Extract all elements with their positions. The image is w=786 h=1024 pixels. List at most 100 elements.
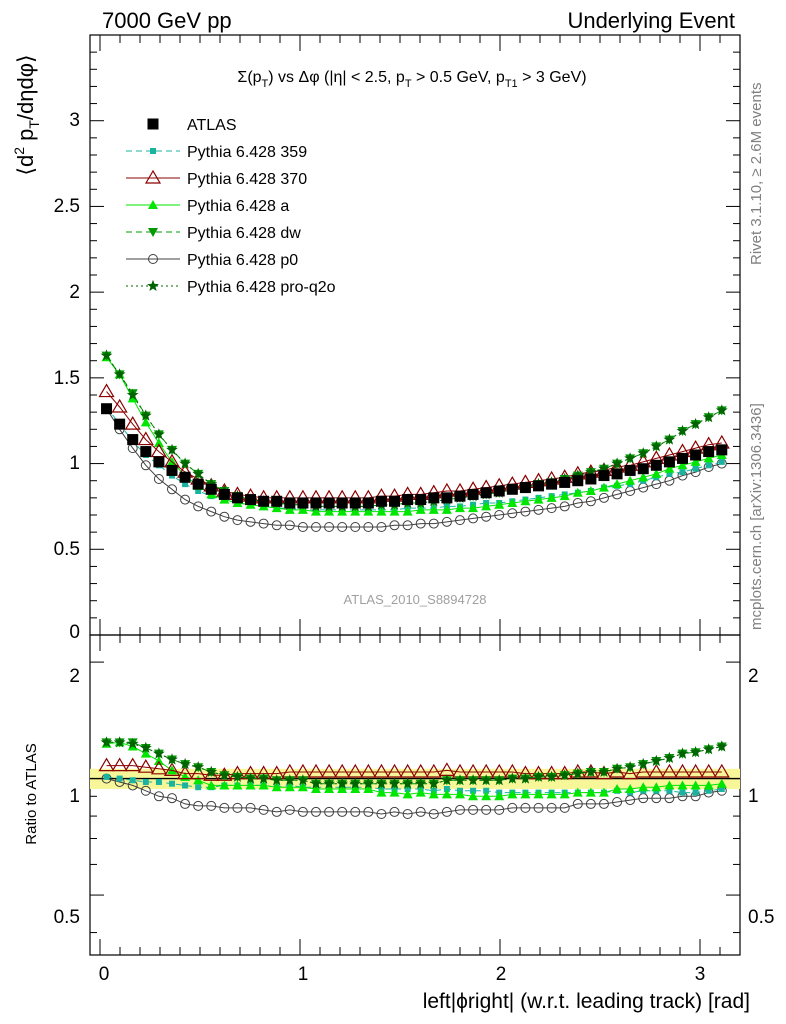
point-pp0: [494, 510, 505, 520]
ratio-point-pa: [402, 789, 413, 799]
point-pp0: [140, 460, 151, 471]
ratio-point-pa: [376, 787, 387, 797]
point-pa: [153, 438, 164, 447]
legend-label-pp0: Pythia 6.428 p0: [187, 252, 298, 269]
ratio-point-pq2o: [454, 774, 466, 786]
point-pq2o: [126, 388, 139, 400]
ratio-point-pp0: [284, 804, 295, 815]
ratio-point-p359: [470, 787, 477, 794]
ratio-point-pp0: [494, 804, 505, 815]
point-pp0: [153, 474, 164, 484]
point-pp0: [389, 520, 400, 531]
ratio-point-p359: [169, 780, 175, 787]
point-ATLAS: [467, 488, 479, 500]
series-main-ATLAS: [101, 403, 728, 509]
ratio-point-pa: [572, 787, 583, 797]
ratio-point-p370: [373, 763, 390, 778]
series-ratio-pa: [101, 737, 727, 801]
point-pp0: [363, 522, 374, 532]
main-ytick-label-0.5: 0.5: [54, 539, 80, 560]
ratio-point-pa: [389, 787, 400, 797]
ratio-point-p359: [679, 789, 686, 796]
point-p359: [705, 462, 712, 469]
point-ATLAS: [454, 490, 466, 502]
ratio-point-p370: [635, 763, 652, 778]
ratio-point-pq2o: [375, 777, 388, 789]
point-pq2o: [166, 443, 178, 455]
ratio-point-pp0: [153, 791, 164, 802]
point-pa: [625, 475, 636, 485]
point-ATLAS: [362, 497, 374, 509]
ratio-point-pp0: [612, 796, 623, 807]
ratio-point-pq2o: [166, 753, 178, 765]
legend-marker-pdw: [148, 228, 158, 237]
ratio-point-pa: [428, 789, 439, 799]
ratio-point-pq2o: [231, 770, 244, 782]
point-pa: [533, 494, 544, 504]
ratio-point-pq2o: [676, 747, 689, 759]
ratio-point-pa: [651, 782, 662, 792]
ratio-ytick-label-2-right: 2: [748, 666, 759, 687]
point-ATLAS: [205, 483, 217, 495]
ratio-ytick-label-1-right: 1: [748, 786, 759, 807]
point-ATLAS: [245, 494, 257, 506]
ratio-point-pp0: [337, 806, 348, 817]
ratio-point-p370: [150, 760, 167, 775]
legend-marker-p359: [150, 148, 156, 154]
ratio-point-pq2o: [349, 777, 362, 789]
ratio-point-pa: [153, 756, 164, 766]
ratio-point-pq2o: [715, 740, 728, 752]
ratio-point-pa: [664, 780, 675, 790]
ratio-axis-ticks: [90, 635, 740, 955]
ratio-point-p359: [443, 785, 450, 792]
point-ATLAS: [402, 494, 414, 506]
point-pq2o: [624, 452, 636, 464]
ratio-point-pq2o: [126, 737, 139, 749]
point-ATLAS: [297, 497, 309, 509]
ratio-point-p359: [103, 773, 110, 780]
point-p359: [195, 488, 202, 494]
ratio-point-p359: [182, 782, 189, 789]
point-pq2o: [663, 433, 676, 445]
point-ATLAS: [428, 492, 440, 504]
legend-label-p370: Pythia 6.428 370: [187, 171, 307, 188]
ratio-point-p370: [347, 763, 364, 778]
point-pa: [598, 482, 609, 492]
point-ATLAS: [258, 495, 270, 507]
point-ATLAS: [336, 497, 348, 509]
series-line-pp0: [106, 408, 722, 528]
point-pq2o: [715, 404, 728, 416]
point-pq2o: [100, 349, 113, 361]
main-ytick-label-1: 1: [69, 453, 80, 474]
ratio-point-pq2o: [624, 761, 636, 773]
legend-label-pdw: Pythia 6.428 dw: [187, 225, 301, 242]
ratio-point-pq2o: [558, 769, 571, 781]
legend-entry-p370: Pythia 6.428 370: [126, 169, 307, 188]
point-ATLAS: [637, 463, 649, 475]
point-pq2o: [192, 467, 205, 479]
series-ratio-pq2o: [100, 736, 728, 789]
point-pp0: [245, 516, 256, 527]
point-pp0: [598, 492, 609, 503]
ratio-point-p359: [718, 785, 725, 792]
ratio-point-pp0: [350, 806, 361, 817]
ratio-point-pq2o: [297, 774, 309, 786]
point-pp0: [206, 506, 217, 517]
ratio-point-p370: [661, 763, 678, 778]
xtick-label-2: 2: [496, 964, 507, 985]
main-ytick-label-3: 3: [69, 110, 80, 131]
point-pq2o: [153, 428, 165, 440]
point-p359: [692, 465, 699, 472]
point-pa: [559, 491, 570, 501]
ratio-point-pa: [415, 787, 426, 797]
point-ATLAS: [415, 494, 427, 506]
point-ATLAS: [703, 446, 715, 458]
ratio-point-p370: [163, 762, 181, 776]
ratio-point-pp0: [376, 808, 387, 819]
point-ATLAS: [441, 492, 453, 504]
ratio-point-p370: [713, 763, 730, 778]
point-pq2o: [702, 411, 715, 423]
ratio-point-pq2o: [598, 765, 610, 777]
ratio-point-p370: [360, 763, 377, 778]
point-ATLAS: [127, 434, 139, 446]
